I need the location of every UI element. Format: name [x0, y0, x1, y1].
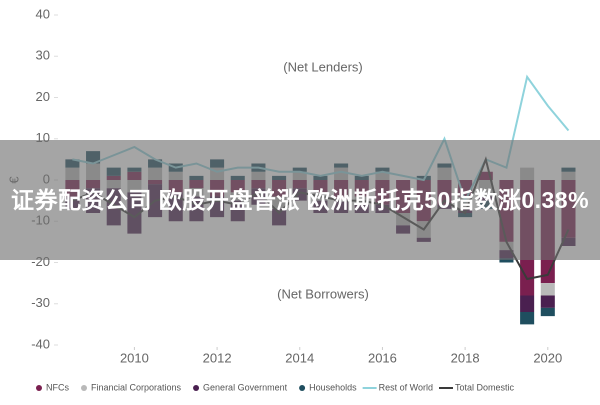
banner: 证券配资公司 欧股开盘普涨 欧洲斯托克50指数涨0.38%	[0, 140, 600, 260]
bar-segment	[520, 295, 535, 312]
legend-swatch	[193, 385, 200, 391]
y-tick-label: -40	[31, 336, 50, 351]
legend-label: Rest of World	[379, 382, 433, 392]
annotation: (Net Borrowers)	[277, 286, 369, 301]
x-tick-label: 2016	[368, 350, 397, 365]
legend-label: Financial Corporations	[91, 382, 182, 392]
x-tick-label: 2018	[451, 350, 480, 365]
y-tick-label: 30	[36, 48, 50, 63]
legend-label: General Government	[203, 382, 288, 392]
bar-segment	[540, 283, 555, 296]
banner-text: 证券配资公司 欧股开盘普涨 欧洲斯托克50指数涨0.38%	[10, 187, 590, 213]
y-tick-label: 20	[36, 89, 50, 104]
legend-label: Total Domestic	[455, 382, 515, 392]
legend: NFCs Financial Corporations General Govern…	[36, 382, 515, 392]
legend-swatch	[81, 385, 87, 391]
legend-swatch	[36, 385, 42, 391]
x-tick-label: 2020	[533, 350, 562, 365]
y-tick-label: -30	[31, 295, 50, 310]
y-tick-label: 40	[36, 6, 50, 21]
x-tick-label: 2014	[285, 350, 314, 365]
legend-swatch	[299, 385, 306, 391]
legend-label: Households	[309, 382, 357, 392]
bar-segment	[540, 295, 555, 308]
legend-label: NFCs	[46, 382, 69, 392]
annotation: (Net Lenders)	[283, 59, 362, 74]
bar-segment	[520, 312, 535, 325]
bar-segment	[540, 307, 555, 317]
x-tick-label: 2010	[120, 350, 149, 365]
x-tick-label: 2012	[203, 350, 232, 365]
bar-segment	[499, 258, 514, 263]
